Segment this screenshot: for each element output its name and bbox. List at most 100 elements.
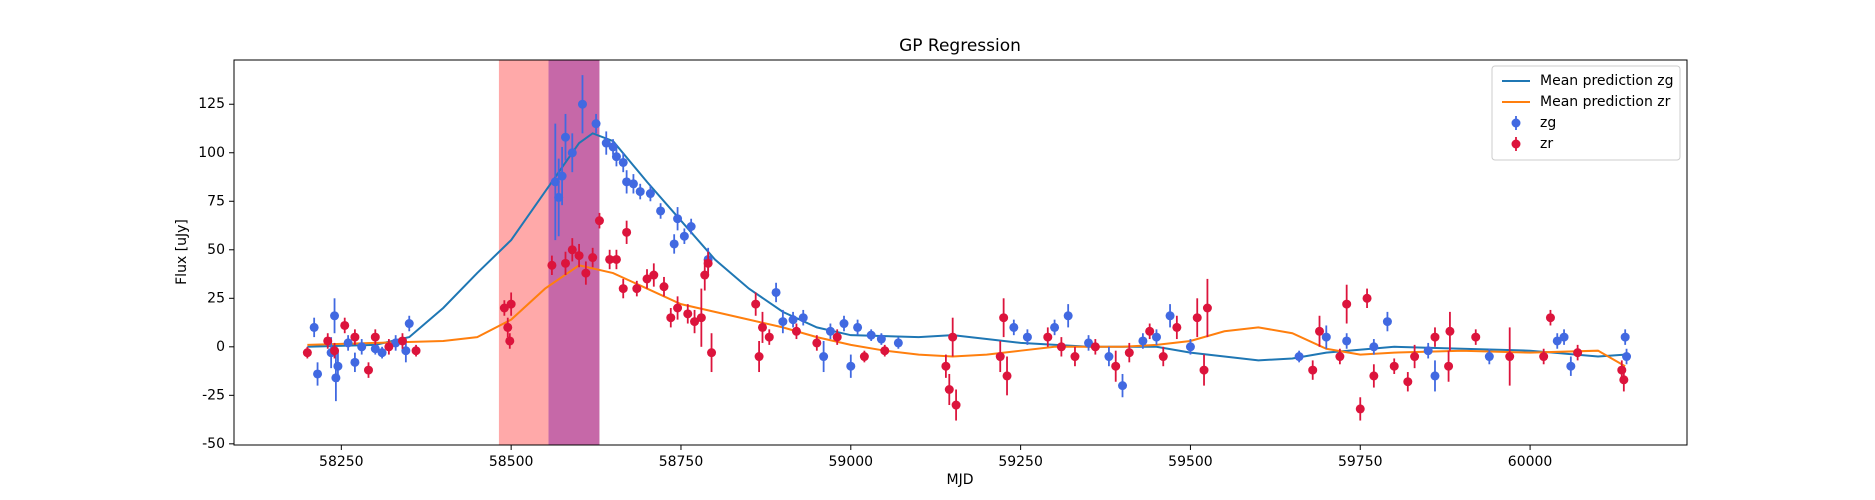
data-point (577, 99, 587, 109)
data-point (343, 338, 353, 348)
data-point (330, 311, 340, 321)
data-point (1321, 332, 1331, 342)
data-point (581, 268, 591, 278)
data-point (1566, 361, 1576, 371)
data-point (948, 332, 958, 342)
data-point (1111, 361, 1121, 371)
data-point (404, 319, 414, 329)
data-point (1622, 352, 1632, 362)
x-axis-label: MJD (947, 472, 974, 488)
data-point (853, 322, 863, 332)
data-point (377, 348, 387, 358)
data-point (832, 332, 842, 342)
data-point (1308, 365, 1318, 375)
data-point (567, 245, 577, 255)
y-axis-label: Flux [uJy] (174, 219, 190, 285)
data-point (825, 326, 835, 336)
data-point (1124, 348, 1134, 358)
data-point (1002, 371, 1012, 381)
data-point (622, 227, 632, 237)
data-point (751, 299, 761, 309)
x-tick-label: 59250 (998, 454, 1043, 470)
data-point (330, 346, 340, 356)
data-point (880, 346, 890, 356)
y-tick-label: -25 (202, 387, 225, 403)
data-point (350, 332, 360, 342)
data-point (771, 287, 781, 297)
data-point (554, 192, 564, 202)
x-tick-label: 58500 (489, 454, 534, 470)
data-point (1545, 313, 1555, 323)
data-point (673, 303, 683, 313)
data-point (1355, 404, 1365, 414)
data-point (1559, 332, 1569, 342)
data-point (669, 239, 679, 249)
data-point (656, 206, 666, 216)
data-point (679, 231, 689, 241)
data-point (1617, 365, 1627, 375)
data-point (1389, 361, 1399, 371)
data-point (1138, 336, 1148, 346)
data-point (611, 254, 621, 264)
data-point (340, 320, 350, 330)
data-point (1369, 371, 1379, 381)
data-point (594, 216, 604, 226)
data-point (866, 330, 876, 340)
data-point (384, 342, 394, 352)
y-tick-label: 100 (198, 145, 225, 161)
data-point (1090, 342, 1100, 352)
data-point (995, 352, 1005, 362)
data-point (1484, 352, 1494, 362)
data-point (1444, 361, 1454, 371)
data-point (628, 179, 638, 189)
data-point (1573, 348, 1583, 358)
data-point (499, 303, 509, 313)
legend-box (1491, 65, 1681, 161)
data-point (313, 369, 323, 379)
data-point (788, 315, 798, 325)
data-point (1294, 352, 1304, 362)
data-point (1158, 352, 1168, 362)
x-tick-label: 58250 (319, 454, 364, 470)
data-point (659, 282, 669, 292)
data-point (1539, 352, 1549, 362)
data-point (601, 138, 611, 148)
data-point (778, 317, 788, 327)
data-point (791, 326, 801, 336)
data-point (370, 344, 380, 354)
data-point (1445, 326, 1455, 336)
data-point (757, 322, 767, 332)
data-point (1022, 332, 1032, 342)
data-point (1471, 332, 1481, 342)
data-point (754, 352, 764, 362)
data-point (1084, 338, 1094, 348)
legend-swatch (1511, 118, 1521, 128)
data-point (666, 313, 676, 323)
data-point (1335, 352, 1345, 362)
data-point (1505, 352, 1515, 362)
data-point (506, 299, 516, 309)
data-point (893, 338, 903, 348)
data-point (333, 361, 343, 371)
data-point (1185, 342, 1195, 352)
data-point (700, 270, 710, 280)
data-point (591, 119, 601, 129)
x-tick-label: 59000 (829, 454, 874, 470)
data-point (608, 142, 618, 152)
data-point (547, 260, 557, 270)
data-point (397, 336, 407, 346)
data-point (941, 361, 951, 371)
data-point (673, 214, 683, 224)
data-point (999, 313, 1009, 323)
data-point (550, 177, 560, 187)
data-point (567, 148, 577, 158)
mean-line (307, 264, 1626, 368)
data-point (618, 284, 628, 294)
legend-label: Mean prediction zg (1540, 73, 1674, 89)
data-point (683, 309, 693, 319)
data-point (635, 187, 645, 197)
data-point (588, 253, 598, 263)
data-point (1423, 346, 1433, 356)
data-point (1403, 377, 1413, 387)
data-point (1369, 342, 1379, 352)
